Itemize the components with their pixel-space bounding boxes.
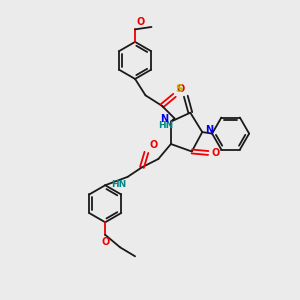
Text: O: O	[211, 148, 220, 158]
Text: O: O	[177, 84, 185, 94]
Text: HN: HN	[158, 121, 173, 130]
Text: N: N	[160, 114, 168, 124]
Text: S: S	[175, 84, 182, 94]
Text: N: N	[205, 125, 213, 135]
Text: O: O	[136, 17, 145, 27]
Text: HN: HN	[111, 180, 126, 189]
Text: O: O	[149, 140, 158, 150]
Text: O: O	[101, 237, 109, 247]
